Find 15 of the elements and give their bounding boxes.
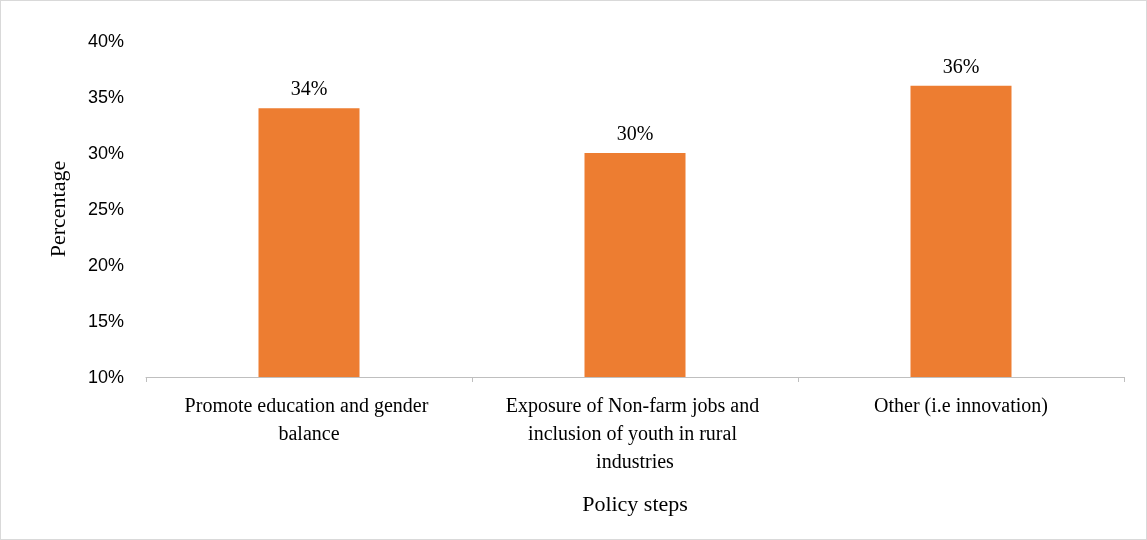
data-label: 36%	[942, 54, 980, 77]
y-tick-label: 35%	[87, 87, 124, 107]
y-tick-label: 20%	[87, 255, 124, 275]
x-tick-label: Other (i.e innovation)	[874, 394, 1048, 417]
data-label: 34%	[290, 77, 328, 100]
data-label: 30%	[616, 122, 654, 144]
x-tick-label: Promote education and gender balance	[184, 394, 434, 444]
y-tick-label: 30%	[87, 143, 124, 163]
y-tick-label: 25%	[87, 199, 124, 219]
y-tick-label: 40%	[87, 31, 124, 51]
x-tick-label: Exposure of Non-farm jobs and inclusion of youth in rural industries	[505, 394, 765, 472]
y-tick-label: 10%	[87, 367, 124, 387]
y-axis-title: Percentage	[44, 160, 70, 258]
x-axis-title: Policy steps	[582, 490, 688, 516]
y-tick-label: 15%	[87, 311, 124, 331]
